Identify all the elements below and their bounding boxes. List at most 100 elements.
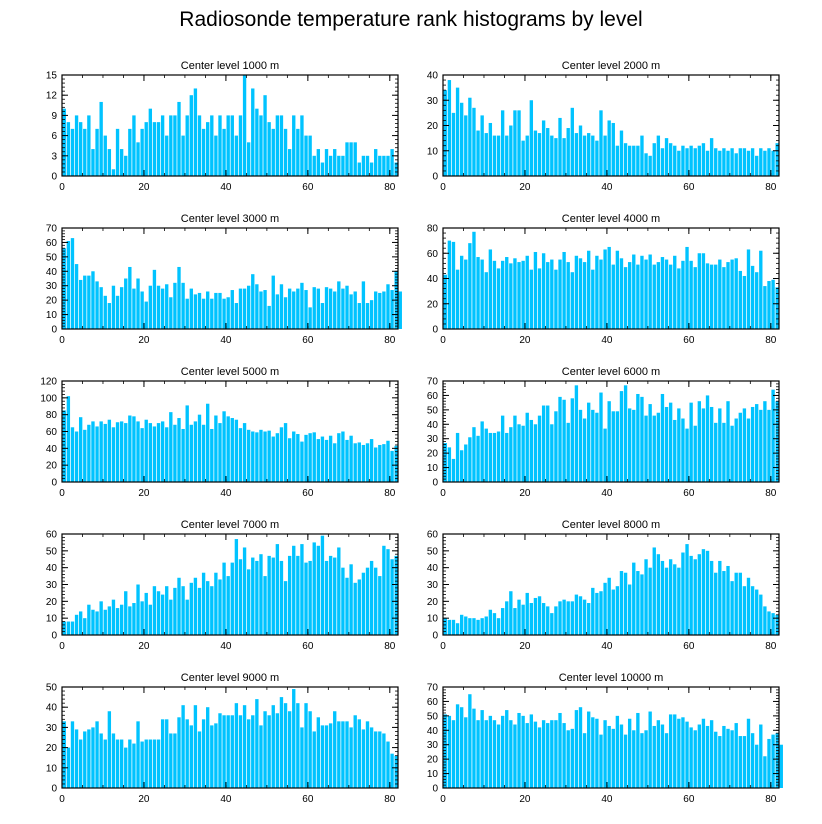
histogram-bar: [185, 405, 189, 482]
histogram-bar: [103, 295, 107, 329]
y-tick-label: 3: [51, 151, 57, 162]
histogram-bar: [218, 579, 222, 635]
y-tick-label: 30: [46, 281, 58, 292]
histogram-bar: [328, 555, 333, 635]
histogram-bar: [78, 122, 83, 176]
histogram-bar: [152, 586, 157, 635]
y-tick-label: 0: [51, 325, 57, 336]
histogram-bar: [193, 421, 198, 482]
histogram-bar: [386, 155, 390, 176]
histogram-bar: [697, 554, 702, 635]
histogram-bar: [333, 291, 337, 329]
histogram-bar: [701, 718, 706, 788]
histogram-bar: [632, 145, 636, 176]
histogram-bar: [369, 162, 374, 176]
histogram-bar: [619, 130, 624, 176]
histogram-bar: [595, 592, 599, 635]
histogram-bar: [99, 733, 103, 788]
y-tick-label: 20: [46, 743, 58, 754]
histogram-bar: [652, 264, 656, 329]
histogram-bar: [119, 604, 124, 635]
histogram-bar: [173, 115, 177, 176]
x-tick-label: 80: [765, 794, 777, 805]
histogram-bar: [632, 254, 636, 329]
histogram-bar: [755, 272, 759, 329]
histogram-bar: [124, 278, 128, 329]
histogram-bar: [66, 396, 71, 482]
histogram-bar: [587, 133, 591, 176]
histogram-bar: [374, 291, 378, 329]
histogram-bar: [677, 718, 681, 788]
histogram-bar: [681, 260, 685, 329]
histogram-bar: [455, 87, 460, 176]
histogram-bar: [144, 301, 148, 329]
histogram-bar: [382, 155, 386, 176]
x-tick-label: 0: [59, 335, 65, 346]
histogram-bar: [529, 100, 534, 176]
histogram-bar: [369, 560, 374, 635]
histogram-bar: [517, 110, 521, 176]
plot-frame: [61, 227, 399, 330]
histogram-bar: [615, 586, 620, 635]
histogram-bar: [218, 713, 222, 788]
y-tick-label: 50: [46, 546, 58, 557]
histogram-bar: [206, 581, 210, 635]
histogram-bar: [87, 424, 91, 482]
histogram-bar: [259, 725, 263, 788]
histogram-bar: [124, 591, 128, 635]
histogram-bar: [492, 613, 497, 635]
histogram-bar: [656, 135, 661, 176]
x-tick-label: 80: [384, 182, 396, 193]
histogram-bar: [74, 264, 79, 329]
histogram-bar: [468, 694, 472, 788]
histogram-bar: [91, 421, 95, 482]
histogram-bar: [718, 150, 722, 176]
histogram-bar: [775, 287, 779, 329]
histogram-bar: [742, 275, 747, 329]
histogram-bar: [177, 717, 181, 788]
histogram-bar: [472, 427, 476, 482]
histogram-bar: [750, 733, 755, 788]
histogram-bar: [505, 710, 509, 788]
y-tick-label: 20: [46, 461, 58, 472]
histogram-bar: [316, 149, 321, 176]
histogram-bar: [767, 409, 771, 482]
histogram-bar: [623, 572, 628, 635]
histogram-bar: [509, 720, 513, 788]
histogram-bar: [750, 586, 755, 635]
histogram-bar: [292, 291, 296, 329]
histogram-bar: [693, 148, 697, 176]
histogram-bar: [345, 285, 349, 329]
histogram-bar: [316, 717, 321, 788]
histogram-bar: [394, 555, 398, 635]
histogram-bar: [287, 711, 292, 788]
histogram-bar: [140, 741, 144, 788]
histogram-bar: [214, 292, 218, 329]
histogram-bar: [148, 423, 153, 482]
histogram-bar: [755, 589, 759, 635]
histogram-bar: [459, 614, 464, 635]
histogram-bar: [566, 128, 570, 176]
histogram-bar: [95, 721, 99, 788]
histogram-bar: [677, 150, 681, 176]
histogram-bar: [693, 425, 697, 482]
histogram-bar: [275, 294, 280, 329]
histogram-bar: [755, 155, 759, 176]
histogram-bar: [365, 155, 370, 176]
histogram-bar: [181, 705, 185, 788]
x-tick-label: 0: [440, 794, 446, 805]
histogram-bar: [775, 733, 779, 788]
y-tick-label: 60: [427, 697, 439, 708]
histogram-bar: [595, 140, 599, 176]
histogram-bar: [361, 444, 366, 482]
y-tick-label: 100: [40, 393, 57, 404]
histogram-bar: [726, 728, 730, 788]
histogram-bar: [746, 150, 751, 176]
histogram-bar: [83, 429, 87, 482]
histogram-bar: [603, 249, 607, 329]
histogram-bar: [206, 403, 210, 482]
y-tick-label: 40: [427, 420, 439, 431]
histogram-bar: [578, 707, 583, 788]
x-tick-label: 60: [302, 335, 314, 346]
y-tick-label: 20: [427, 597, 439, 608]
